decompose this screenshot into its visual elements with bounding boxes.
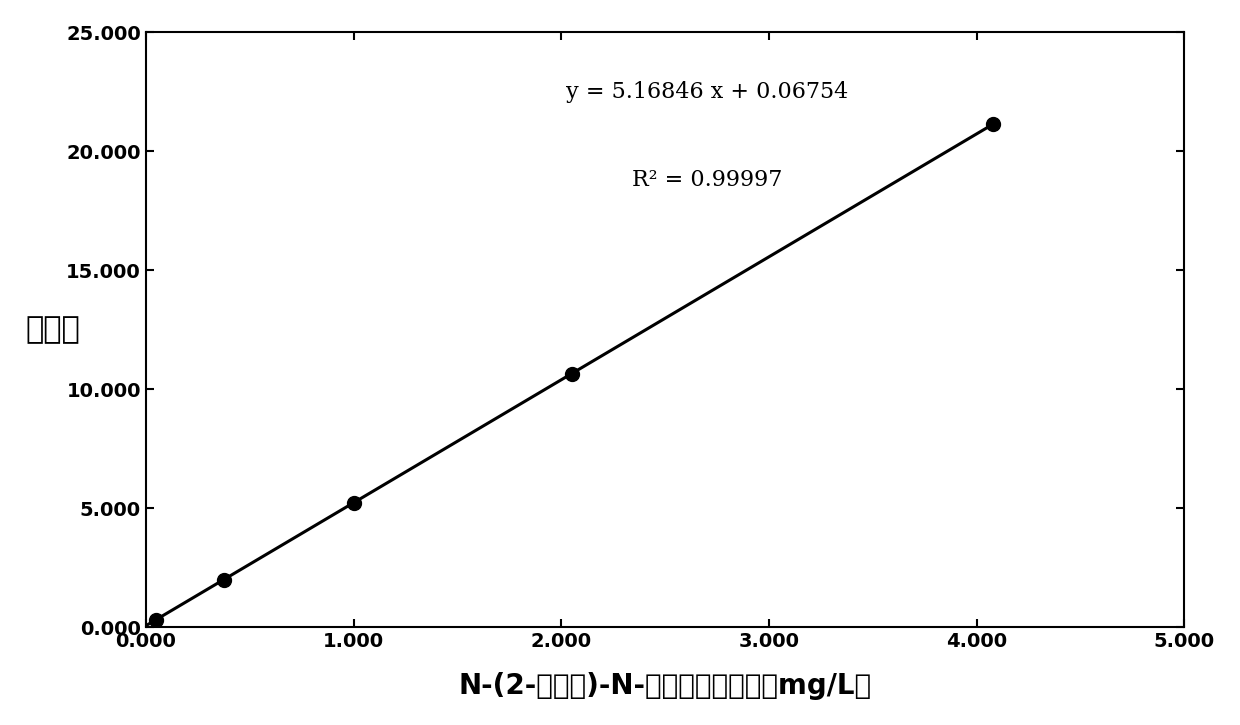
Y-axis label: 峰面积: 峰面积 [25, 315, 79, 344]
X-axis label: N-(2-硬基芯)-N-甲基环己胺浓度（mg/L）: N-(2-硬基芯)-N-甲基环己胺浓度（mg/L） [459, 672, 872, 700]
Text: y = 5.16846 x + 0.06754: y = 5.16846 x + 0.06754 [565, 81, 848, 103]
Text: R² = 0.99997: R² = 0.99997 [631, 169, 782, 191]
